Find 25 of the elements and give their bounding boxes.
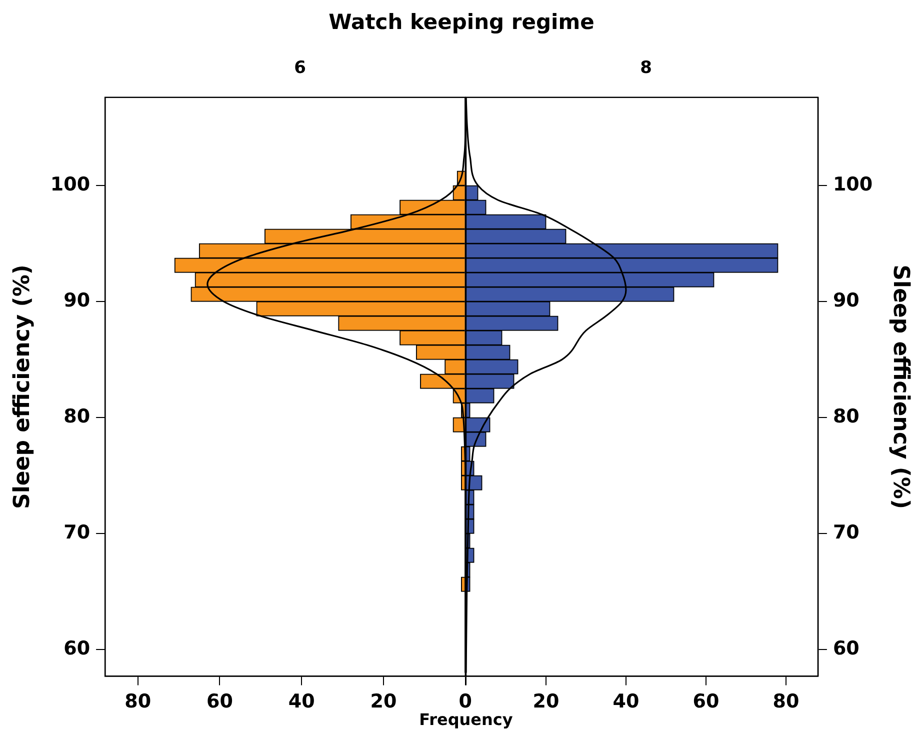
text: 6	[293, 58, 307, 78]
y-tick-label: 100	[832, 173, 873, 196]
x-tick-label: 60	[206, 690, 233, 713]
y-axis-title: Sleep efficiency (%)	[888, 264, 914, 510]
y-axis-title: Sleep efficiency (%)	[10, 264, 35, 510]
x-tick-label: 0	[458, 690, 472, 713]
y-tick-label: 80	[64, 405, 90, 428]
x-tick-label: 20	[370, 690, 397, 713]
x-tick-label: 60	[692, 690, 720, 713]
x-tick-label: 40	[288, 690, 315, 713]
y-tick-label: 60	[832, 637, 860, 660]
text: 8	[639, 58, 653, 78]
y-tick-label: 90	[64, 289, 90, 312]
y-tick-label: 90	[832, 289, 860, 312]
x-tick-label: 40	[612, 690, 640, 713]
y-tick-label: 80	[832, 405, 860, 428]
x-tick-label: 80	[124, 690, 152, 713]
y-tick-label: 60	[64, 637, 90, 660]
y-tick-label: 70	[832, 521, 860, 544]
y-tick-label: 100	[50, 173, 90, 196]
y-tick-label: 70	[64, 521, 90, 544]
x-tick-label: 20	[532, 690, 560, 713]
x-axis-title: Frequency	[419, 710, 513, 729]
chart-title: Watch keeping regime	[328, 10, 596, 34]
x-tick-label: 80	[772, 690, 800, 713]
